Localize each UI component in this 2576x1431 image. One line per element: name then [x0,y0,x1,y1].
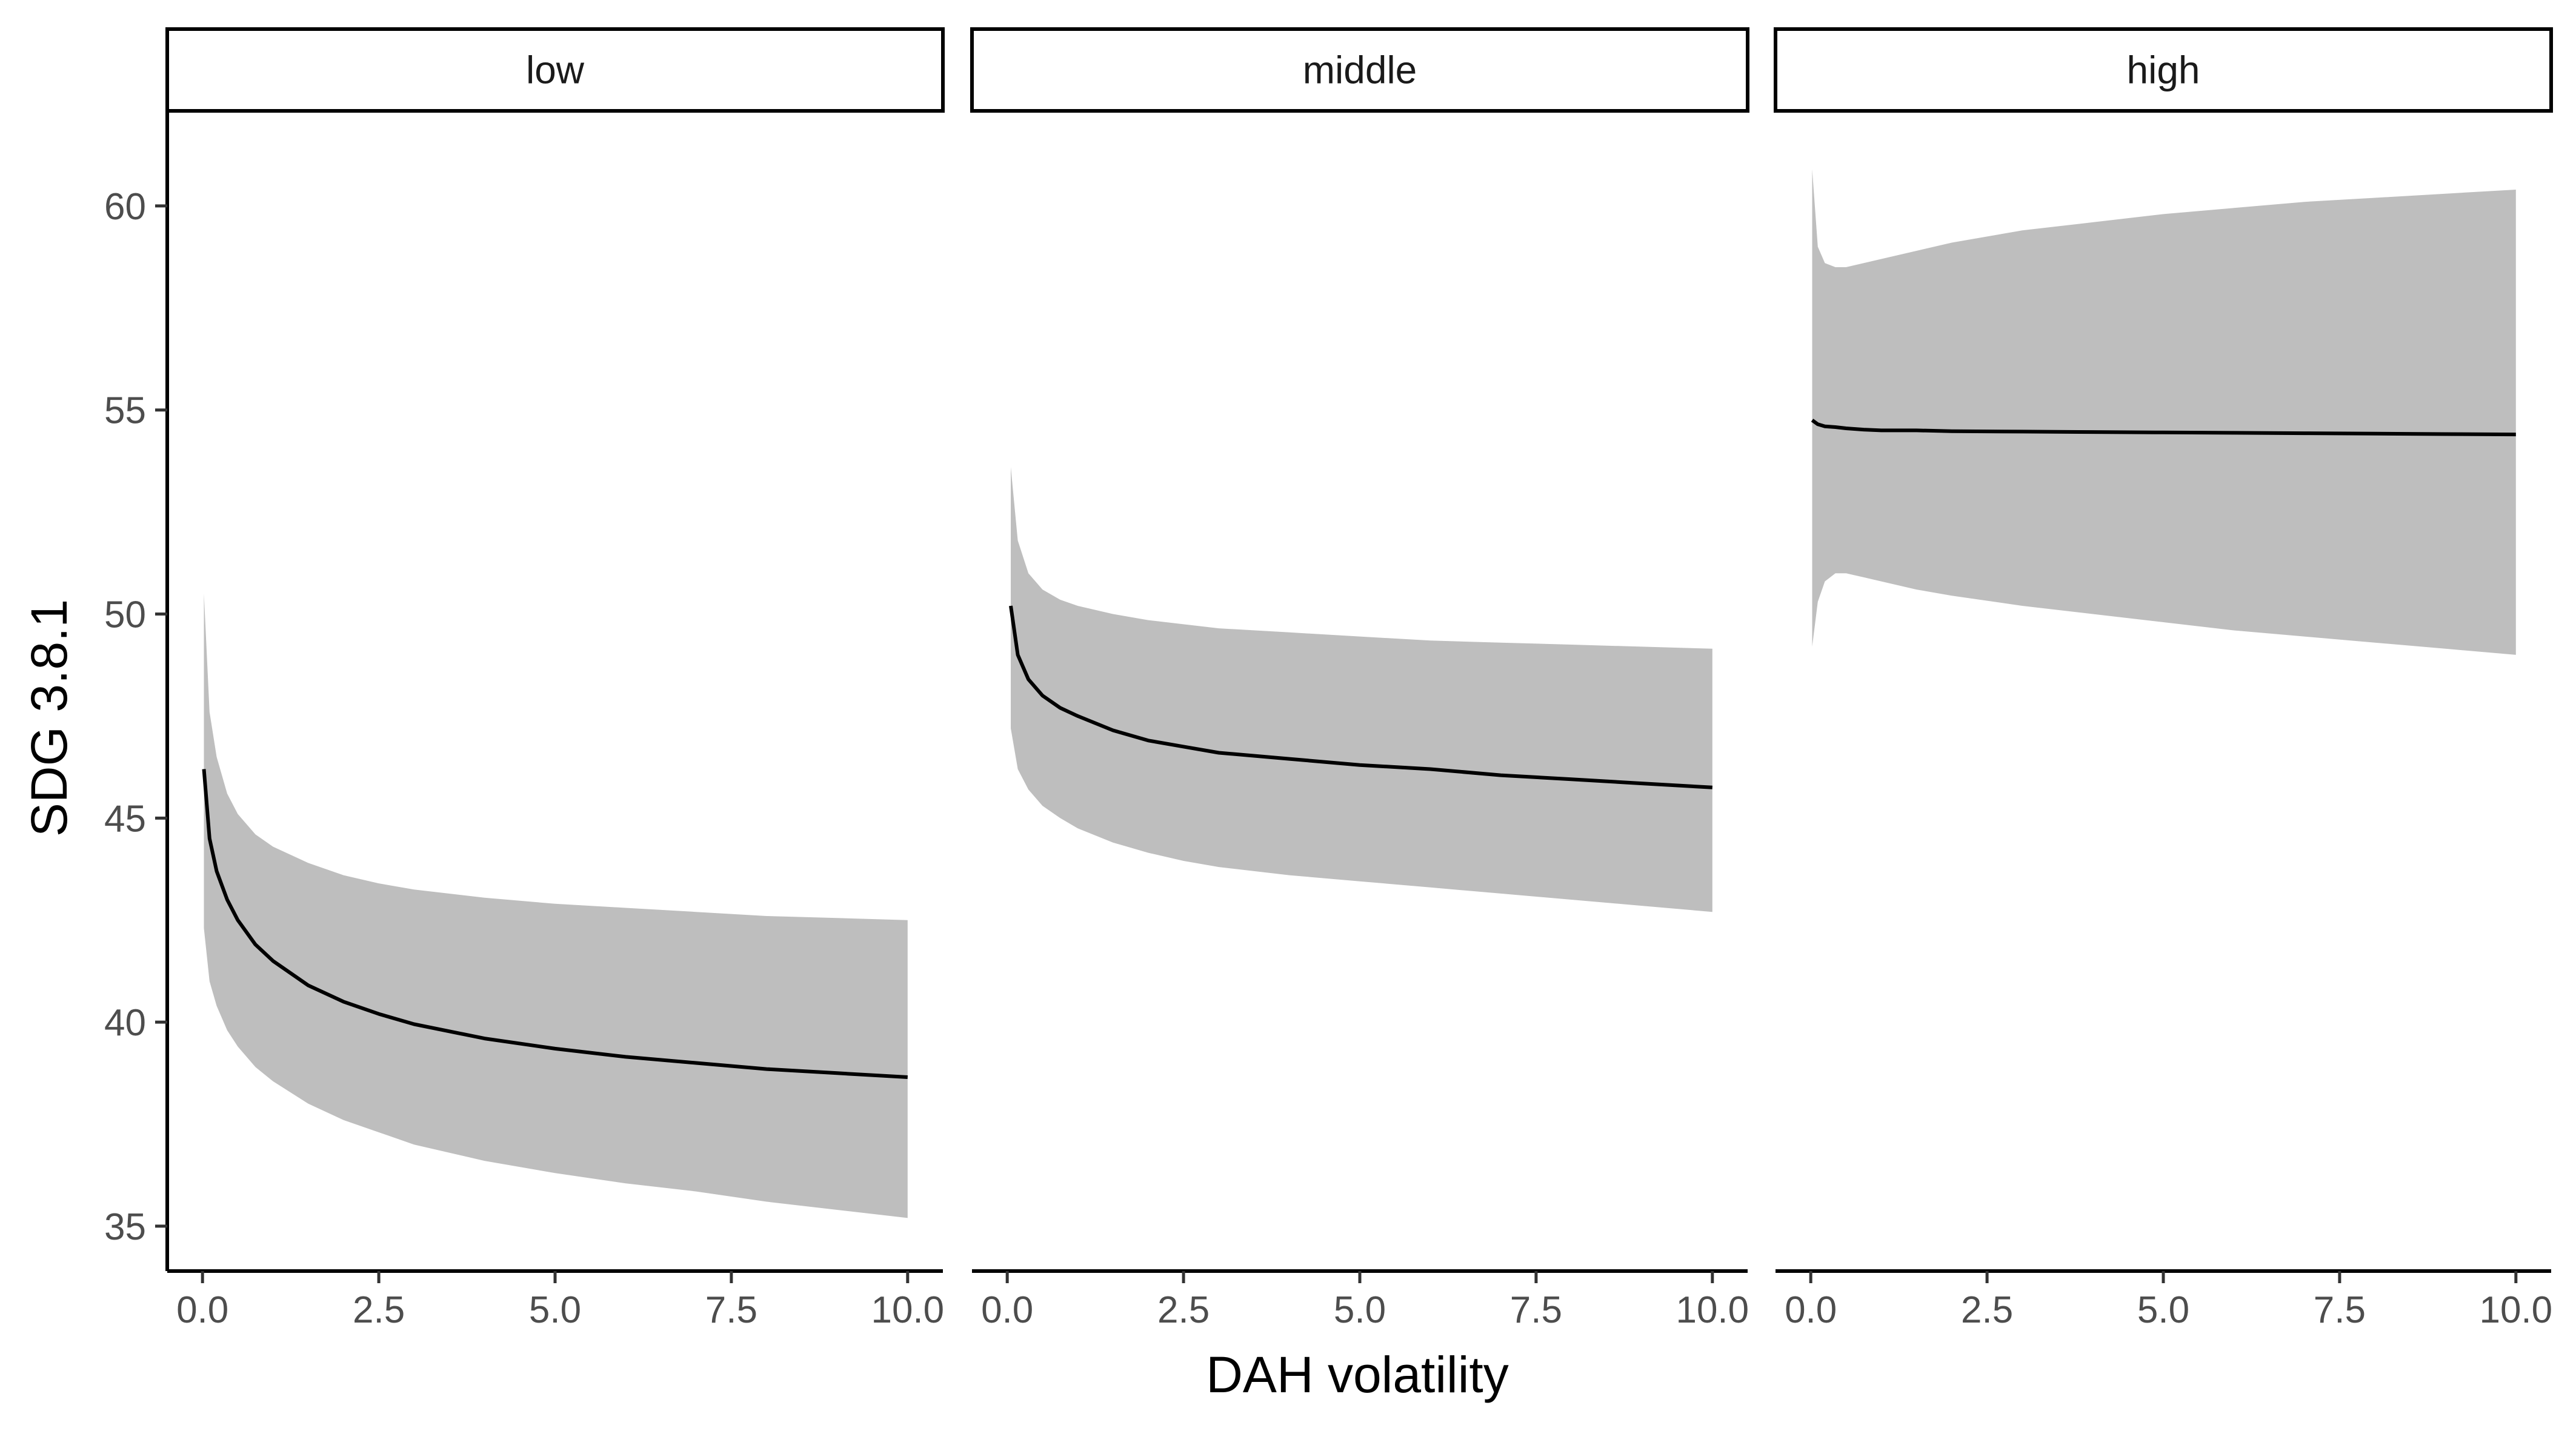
y-axis-title: SDG 3.8.1 [21,599,78,837]
y-tick-label: 35 [104,1206,146,1248]
y-tick-label: 55 [104,390,146,432]
confidence-ribbon-low [204,593,908,1218]
fitted-line-high [1811,419,2516,437]
axes: 0.0 2.5 5.0 7.5 10.0 0.0 2.5 5.0 7.5 10.0 0.0 2.5 5.… [104,112,2552,1331]
confidence-ribbon-high [1812,169,2516,655]
x-tick-label: 10.0 [871,1289,944,1331]
x-tick-label: 0.0 [1785,1289,1837,1331]
facet-strips: low middle high [165,27,2553,113]
y-tick-label: 60 [104,186,146,228]
facet-strip-box [1774,27,2553,113]
fitted-line-low [202,769,908,1079]
fitted-lines [202,419,2516,1079]
x-tick-label: 5.0 [1334,1289,1386,1331]
x-tick-label: 10.0 [2479,1289,2552,1331]
x-axis-title: DAH volatility [1206,1346,1508,1403]
x-tick-label: 7.5 [1510,1289,1562,1331]
y-tick-label: 50 [104,594,146,636]
facet-strip-label: low [526,48,585,92]
x-tick-label: 5.0 [529,1289,581,1331]
facet-strip-box [970,27,1749,113]
x-tick-label: 7.5 [705,1289,757,1331]
x-tick-label: 2.5 [353,1289,405,1331]
x-tick-label: 5.0 [2137,1289,2189,1331]
facet-strip-label: middle [1303,48,1417,92]
x-tick-label: 0.0 [981,1289,1033,1331]
confidence-ribbons [204,169,2516,1218]
confidence-ribbon-middle [1011,467,1712,912]
facet-strip-box [165,27,945,113]
x-tick-label: 2.5 [1961,1289,2013,1331]
y-tick-label: 40 [104,1002,146,1044]
facet-strip-label: high [2127,48,2200,92]
y-tick-label: 45 [104,798,146,840]
x-tick-label: 2.5 [1157,1289,1210,1331]
fitted-line-middle [1009,605,1712,789]
x-tick-label: 0.0 [176,1289,228,1331]
x-tick-label: 10.0 [1676,1289,1749,1331]
x-tick-label: 7.5 [2314,1289,2366,1331]
